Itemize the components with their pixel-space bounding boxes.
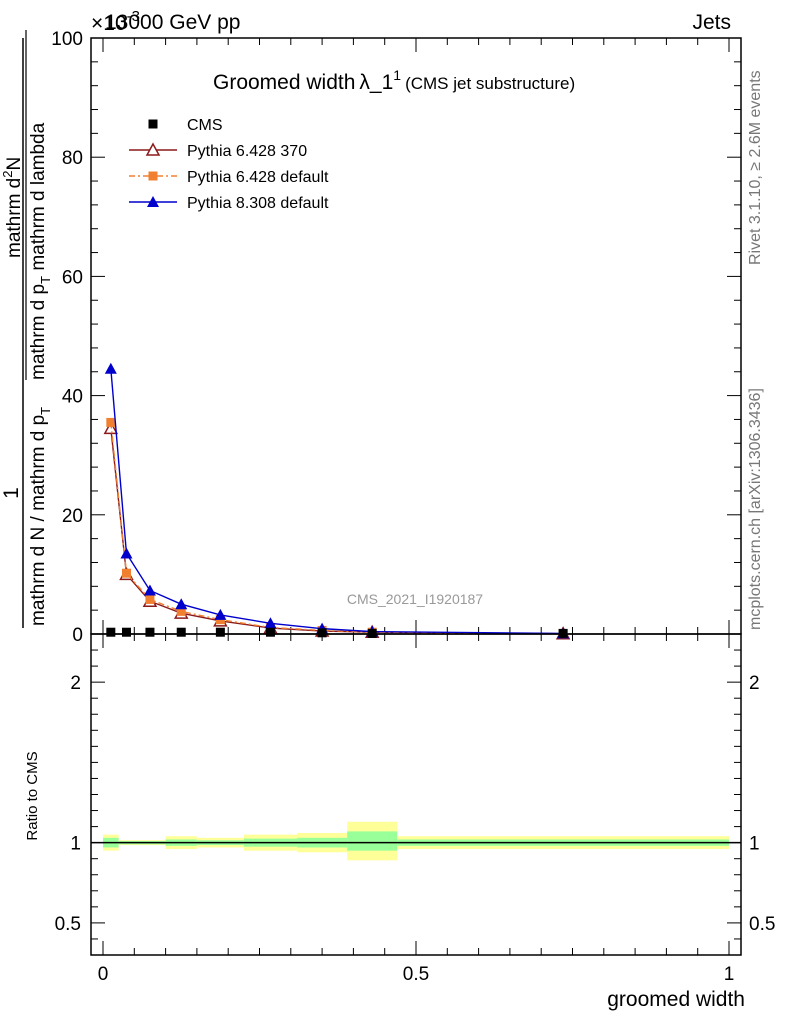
y-label-numerator: 1 — [0, 487, 23, 499]
ratio-y-tick-label-right: 2 — [749, 673, 760, 694]
category-label: Jets — [692, 11, 731, 34]
data-point-square — [106, 627, 116, 637]
series-line — [110, 422, 564, 635]
data-point-square — [215, 627, 225, 637]
data-point-triangle — [120, 547, 133, 559]
data-point-square — [121, 627, 131, 637]
ratio-frame — [90, 633, 742, 956]
x-tick-label: 0 — [98, 964, 109, 985]
y-tick-label: 40 — [62, 387, 83, 408]
legend-label: Pythia 6.428 370 — [187, 143, 307, 160]
y-tick-label: 20 — [62, 506, 83, 527]
ratio-y-tick-label-right: 0.5 — [749, 914, 775, 935]
data-point-triangle — [104, 362, 117, 374]
legend-label: Pythia 8.308 default — [187, 195, 329, 212]
x-axis-label: groomed width — [607, 988, 745, 1011]
data-point-triangle — [143, 584, 156, 596]
ratio-y-tick-label: 2 — [70, 673, 81, 694]
legend-label: Pythia 6.428 default — [187, 169, 329, 186]
ratio-plot-panel: 0 0.5 1 0.5 0.5 1 1 2 2 — [55, 633, 775, 985]
y-label-frac-bottom: mathrm d pT mathrm d lambda — [28, 122, 53, 380]
plot-title: Groomed width λ_11 (CMS jet substructure) — [213, 67, 575, 94]
data-point-triangle — [147, 196, 159, 207]
x-tick-label: 0.5 — [403, 964, 429, 985]
x-tick-label: 1 — [724, 964, 735, 985]
ratio-y-tick-label-right: 1 — [749, 834, 760, 855]
mcplots-side-label: mcplots.cern.ch [arXiv:1306.3436] — [747, 388, 764, 630]
data-point-square — [148, 119, 158, 129]
y-label-denominator: mathrm d N / mathrm d pT — [28, 407, 53, 626]
data-point-square — [121, 568, 131, 578]
y-tick-label: 100 — [51, 29, 83, 50]
main-y-axis-label: 1 mathrm d N / mathrm d pT mathrm d2N ma… — [0, 30, 53, 628]
data-point-triangle — [175, 598, 188, 610]
rivet-side-label: Rivet 3.1.10, ≥ 2.6M events — [747, 70, 764, 265]
exponent-label: ×10-3 — [91, 8, 140, 35]
ratio-y-tick-label: 0.5 — [55, 914, 81, 935]
y-tick-label: 60 — [62, 267, 83, 288]
analysis-watermark: CMS_2021_I1920187 — [347, 591, 483, 607]
series-line — [110, 368, 564, 635]
data-point-square — [265, 627, 275, 637]
data-point-square — [148, 171, 158, 181]
data-point-square — [317, 628, 327, 638]
ratio-band-green — [347, 831, 398, 851]
y-label-frac-top: mathrm d2N — [0, 157, 25, 258]
legend-label: CMS — [187, 117, 223, 134]
data-point-square — [145, 627, 155, 637]
energy-label: 13000 GeV pp — [105, 11, 240, 34]
data-point-triangle-open — [145, 142, 161, 156]
ratio-y-axis-label: Ratio to CMS — [24, 751, 41, 840]
data-point-square — [106, 417, 116, 427]
ratio-y-tick-label: 1 — [70, 834, 81, 855]
data-point-triangle — [264, 617, 277, 629]
data-point-square — [145, 594, 155, 604]
data-point-square — [176, 627, 186, 637]
y-tick-label: 0 — [72, 625, 83, 646]
data-point-triangle — [214, 608, 227, 620]
legend: CMS Pythia 6.428 370 Pythia 6.428 default P… — [129, 117, 329, 212]
y-tick-label: 80 — [62, 148, 83, 169]
data-point-square — [176, 606, 186, 616]
